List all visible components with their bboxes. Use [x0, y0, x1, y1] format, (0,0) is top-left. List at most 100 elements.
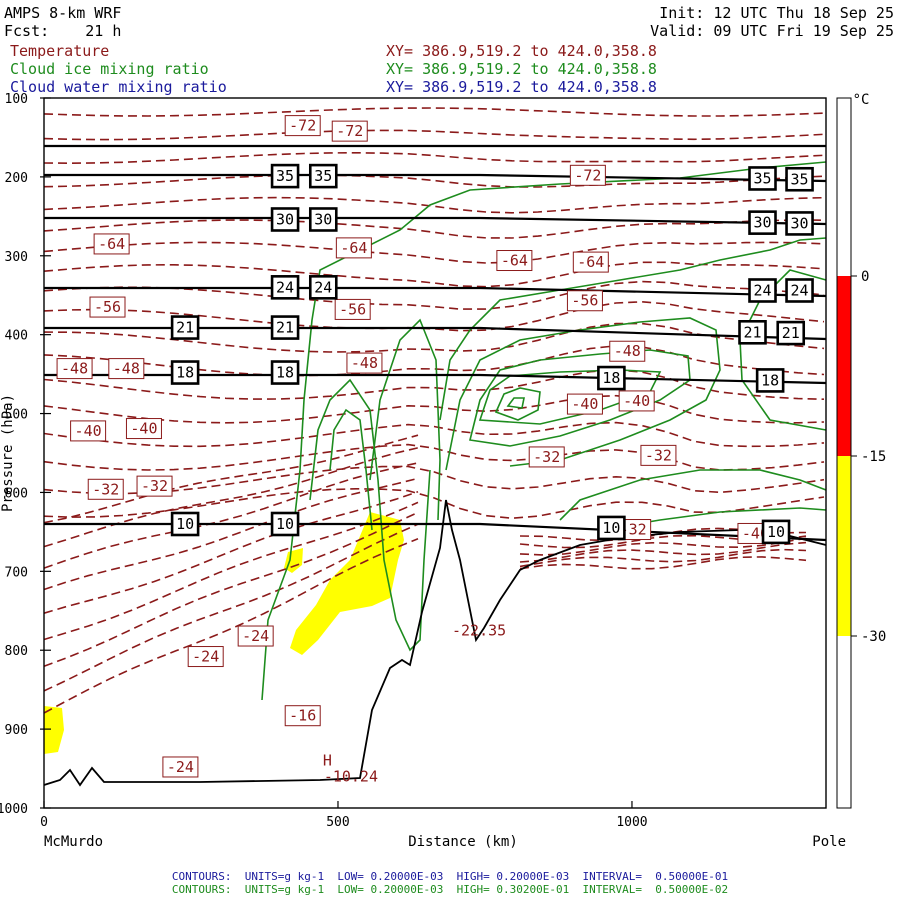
temperature-label-box — [335, 237, 372, 259]
temperature-label-text: -32 — [141, 477, 168, 495]
valid-time: Valid: 09 UTC Fri 19 Sep 25 — [650, 22, 894, 40]
temperature-label-text: -56 — [571, 292, 598, 310]
temperature-contour-29 — [519, 537, 807, 556]
cloud-ice-contour-7 — [478, 369, 662, 425]
x-tick-label-1: 500 — [326, 815, 349, 830]
height-contour-3 — [44, 286, 827, 298]
temperature-label-text: -56 — [339, 300, 366, 318]
height-label-21: 10 — [270, 511, 300, 537]
temperature-contour-17 — [43, 487, 825, 520]
height-label-text: 24 — [753, 281, 771, 299]
temperature-label-7: -56 — [89, 296, 126, 318]
temperature-contour-16 — [43, 465, 825, 495]
height-label-15: 21 — [776, 320, 806, 346]
y-tick-label-6: 700 — [5, 565, 28, 580]
height-label-6: 30 — [748, 210, 777, 235]
height-label-text: 18 — [602, 369, 620, 387]
x-right-endpoint-label: Pole — [812, 834, 846, 850]
plot-frame — [43, 97, 827, 809]
height-label-box — [776, 320, 806, 346]
field-label-cloud-water: Cloud water mixing ratio — [10, 78, 227, 96]
temperature-contour-20 — [43, 462, 419, 569]
height-label-text: 21 — [782, 324, 800, 342]
height-label-16: 18 — [170, 360, 200, 385]
cloud-ice-contour-10 — [559, 469, 827, 521]
yellow-shaded-region-0 — [290, 512, 404, 655]
height-label-box — [785, 166, 814, 192]
field-xy-cloud-water: XY= 386.9,519.2 to 424.0,358.8 — [386, 78, 657, 96]
cloud-ice-contour-1 — [309, 378, 431, 652]
height-label-9: 24 — [308, 275, 338, 300]
height-label-2: 35 — [748, 166, 777, 191]
temperature-contour-12 — [43, 369, 825, 400]
temperature-label-text: -32 — [645, 446, 672, 464]
height-label-text: 30 — [753, 214, 771, 232]
shaded-region-layer — [44, 98, 826, 808]
y-tick-label-7: 800 — [5, 644, 28, 659]
height-label-22: 10 — [597, 515, 626, 541]
height-label-box — [308, 207, 338, 232]
temperature-label-text: -32 — [533, 448, 560, 466]
height-label-box — [748, 278, 777, 303]
height-label-text: 30 — [314, 210, 332, 228]
height-label-text: 35 — [791, 170, 809, 188]
height-label-text: 35 — [314, 167, 332, 185]
temperature-label-text: -40 — [75, 422, 102, 440]
height-label-text: 10 — [602, 519, 620, 537]
yellow-shaded-region-1 — [284, 548, 303, 573]
temperature-contour-7 — [43, 261, 825, 288]
temperature-contour-26 — [43, 538, 419, 714]
temperature-label-text: -48 — [351, 354, 378, 372]
temperature-label-box — [640, 444, 677, 466]
temperature-label-text: -64 — [577, 253, 604, 271]
colorbar-outline — [836, 97, 852, 809]
temperature-label-text: -24 — [167, 758, 194, 776]
temperature-label-box — [89, 296, 126, 318]
point-label-0: -22.35 — [452, 622, 506, 640]
yellow-shaded-region-2 — [44, 706, 64, 754]
footer-contours-ice: CONTOURS: UNITS=g kg-1 LOW= 0.20000E-03 … — [171, 883, 729, 896]
temperature-label-text: -24 — [242, 627, 269, 645]
y-tick-label-5: 600 — [5, 486, 28, 501]
temperature-label-text: -64 — [98, 235, 125, 253]
height-label-text: 24 — [276, 278, 294, 296]
temperature-label-5: -64 — [496, 250, 533, 272]
y-tick-label-2: 300 — [5, 250, 28, 265]
height-label-text: 10 — [176, 515, 194, 533]
temperature-contour-3 — [43, 174, 825, 188]
height-label-3: 35 — [785, 166, 814, 192]
colorbar-tick-label-1: -15 — [861, 449, 886, 465]
temperature-label-text: -72 — [289, 117, 316, 135]
temperature-contour-9 — [43, 300, 825, 332]
field-label-cloud-ice: Cloud ice mixing ratio — [10, 60, 209, 78]
height-label-7: 30 — [785, 211, 814, 236]
temperature-label-box — [237, 625, 274, 647]
temperature-label-box — [528, 446, 565, 468]
temperature-label-0: -72 — [284, 115, 321, 137]
temperature-label-box — [136, 475, 173, 497]
colorbar: 0 -15 -30 °C — [836, 92, 886, 809]
temperature-label-text: -64 — [501, 252, 528, 270]
height-label-23: 10 — [761, 519, 791, 545]
temperature-label-10: -48 — [56, 358, 93, 380]
temperature-label-box — [569, 164, 606, 186]
height-label-19: 18 — [755, 368, 785, 393]
height-label-1: 35 — [308, 163, 338, 189]
temperature-label-text: -48 — [113, 360, 140, 378]
height-label-4: 30 — [270, 207, 300, 232]
height-label-text: 10 — [276, 515, 294, 533]
temperature-label-18: -32 — [87, 478, 124, 500]
temperature-label-11: -48 — [108, 358, 145, 380]
colorbar-band-0 — [837, 276, 851, 456]
temperature-label-6: -64 — [572, 251, 609, 273]
terrain-outline — [43, 499, 827, 787]
height-label-box — [755, 368, 785, 393]
temperature-label-box — [566, 393, 603, 415]
temperature-label-box — [108, 358, 145, 380]
y-tick-label-9: 1000 — [0, 802, 28, 817]
temperature-label-text: -48 — [614, 342, 641, 360]
temperature-contour-19 — [43, 447, 419, 548]
height-label-text: 18 — [176, 364, 194, 382]
height-label-box — [785, 211, 814, 236]
temperature-label-24: -24 — [237, 625, 274, 647]
